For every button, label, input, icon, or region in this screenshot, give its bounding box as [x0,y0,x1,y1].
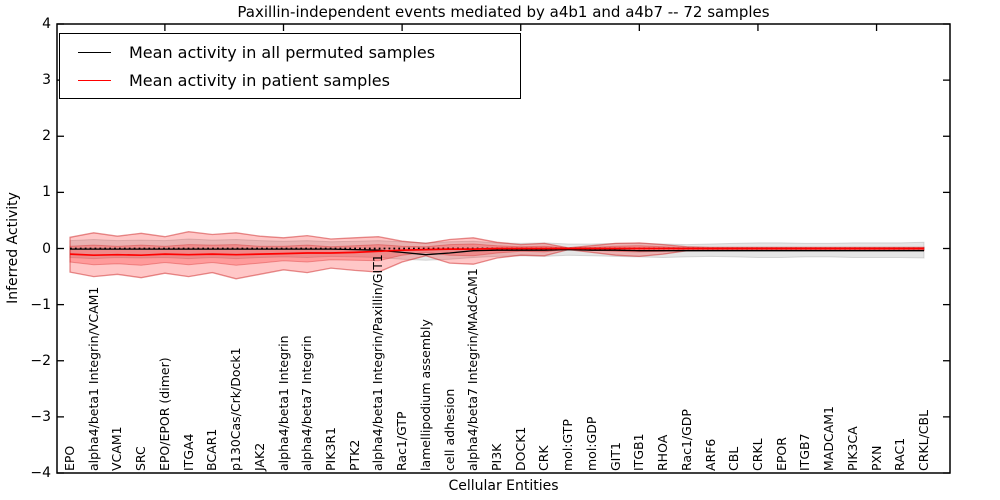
legend: Mean activity in all permuted samples Me… [59,33,521,99]
legend-label: Mean activity in patient samples [129,70,390,90]
chart-title: Paxillin-independent events mediated by … [237,3,770,21]
patient-mean-line [69,247,924,257]
permuted-mean-line [70,248,924,256]
x-axis-label: Cellular Entities [448,478,559,494]
permuted-line-swatch [78,51,111,53]
patient-line-swatch [78,79,111,81]
legend-item-patient: Mean activity in patient samples [74,66,506,94]
legend-item-permuted: Mean activity in all permuted samples [74,38,506,66]
legend-label: Mean activity in all permuted samples [129,42,436,62]
